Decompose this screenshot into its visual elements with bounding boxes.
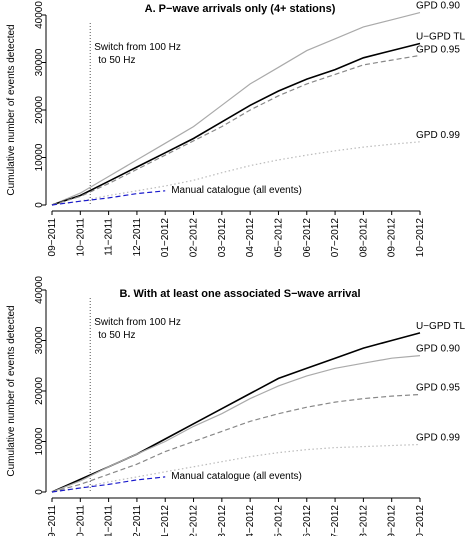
x-tick-label: 04−2012: [245, 218, 256, 258]
y-axis-label: Cumulative number of events detected: [6, 305, 17, 476]
series-line: [51, 355, 421, 493]
x-tick-label: 06−2012: [302, 218, 313, 258]
y-axis-label: Cumulative number of events detected: [6, 24, 17, 195]
legend-label: GPD 0.99: [416, 433, 460, 444]
panel: B. With at least one associated S−wave a…: [6, 276, 465, 536]
x-tick-label: 09−2012: [387, 218, 398, 258]
x-tick-label: 08−2012: [358, 505, 369, 536]
x-tick-label: 09−2011: [47, 218, 58, 257]
x-tick-label: 11−2011: [104, 505, 115, 536]
x-tick-label: 07−2012: [330, 505, 341, 536]
x-tick-label: 10−2011: [75, 218, 86, 257]
annotation-line: to 50 Hz: [98, 330, 135, 341]
x-tick-label: 11−2011: [104, 218, 115, 256]
x-tick-label: 02−2012: [189, 218, 200, 258]
x-tick-label: 05−2012: [273, 505, 284, 536]
y-tick-label: 0: [34, 489, 45, 495]
x-tick-label: 08−2012: [358, 218, 369, 258]
x-tick-label: 12−2011: [132, 505, 143, 536]
x-tick-label: 10−2012: [415, 505, 426, 536]
y-tick-label: 20000: [34, 377, 45, 405]
y-tick-label: 40000: [34, 1, 45, 29]
annotation-line: Switch from 100 Hz: [94, 317, 181, 328]
series-line: [51, 54, 421, 206]
x-tick-label: 03−2012: [217, 505, 228, 536]
legend-label: U−GPD TL: [416, 32, 465, 43]
x-tick-label: 01−2012: [160, 505, 171, 536]
legend-label: GPD 0.90: [416, 1, 460, 12]
series-line: [51, 141, 421, 206]
series-line: [51, 476, 166, 493]
panel: A. P−wave arrivals only (4+ stations) Cum…: [6, 1, 465, 258]
x-tick-label: 10−2012: [415, 218, 426, 258]
legend-label: GPD 0.99: [416, 130, 460, 141]
x-tick-label: 04−2012: [245, 505, 256, 536]
x-tick-label: 12−2011: [132, 218, 143, 257]
series-line: [51, 393, 421, 493]
legend-label: GPD 0.95: [416, 383, 460, 394]
legend-label: GPD 0.90: [416, 344, 460, 355]
x-tick-label: 06−2012: [302, 505, 313, 536]
chart-title: A. P−wave arrivals only (4+ stations): [145, 3, 336, 15]
annotation-line: to 50 Hz: [98, 55, 135, 66]
chart-title: B. With at least one associated S−wave a…: [119, 288, 360, 300]
y-tick-label: 10000: [34, 143, 45, 171]
y-tick-label: 0: [34, 202, 45, 208]
x-tick-label: 02−2012: [189, 505, 200, 536]
series-line: [51, 190, 166, 206]
annotation: Switch from 100 Hz to 50 Hz: [94, 317, 181, 341]
y-tick-label: 20000: [34, 96, 45, 124]
series-line: [51, 12, 421, 206]
legend-label: Manual catalogue (all events): [171, 185, 302, 196]
x-tick-label: 01−2012: [160, 218, 171, 258]
x-tick-label: 03−2012: [217, 218, 228, 258]
annotation-line: Switch from 100 Hz: [94, 42, 181, 53]
legend-label: U−GPD TL: [416, 321, 465, 332]
x-tick-label: 05−2012: [273, 218, 284, 258]
annotation: Switch from 100 Hz to 50 Hz: [94, 42, 181, 66]
y-tick-label: 10000: [34, 427, 45, 455]
y-tick-label: 30000: [34, 48, 45, 76]
series-line: [51, 42, 421, 206]
legend-label: Manual catalogue (all events): [171, 471, 302, 482]
legend-label: GPD 0.95: [416, 45, 460, 56]
x-tick-label: 09−2011: [47, 505, 58, 536]
x-tick-label: 10−2011: [75, 505, 86, 536]
y-tick-label: 30000: [34, 326, 45, 354]
x-tick-label: 09−2012: [387, 505, 398, 536]
y-tick-label: 40000: [34, 276, 45, 304]
x-tick-label: 07−2012: [330, 218, 341, 258]
